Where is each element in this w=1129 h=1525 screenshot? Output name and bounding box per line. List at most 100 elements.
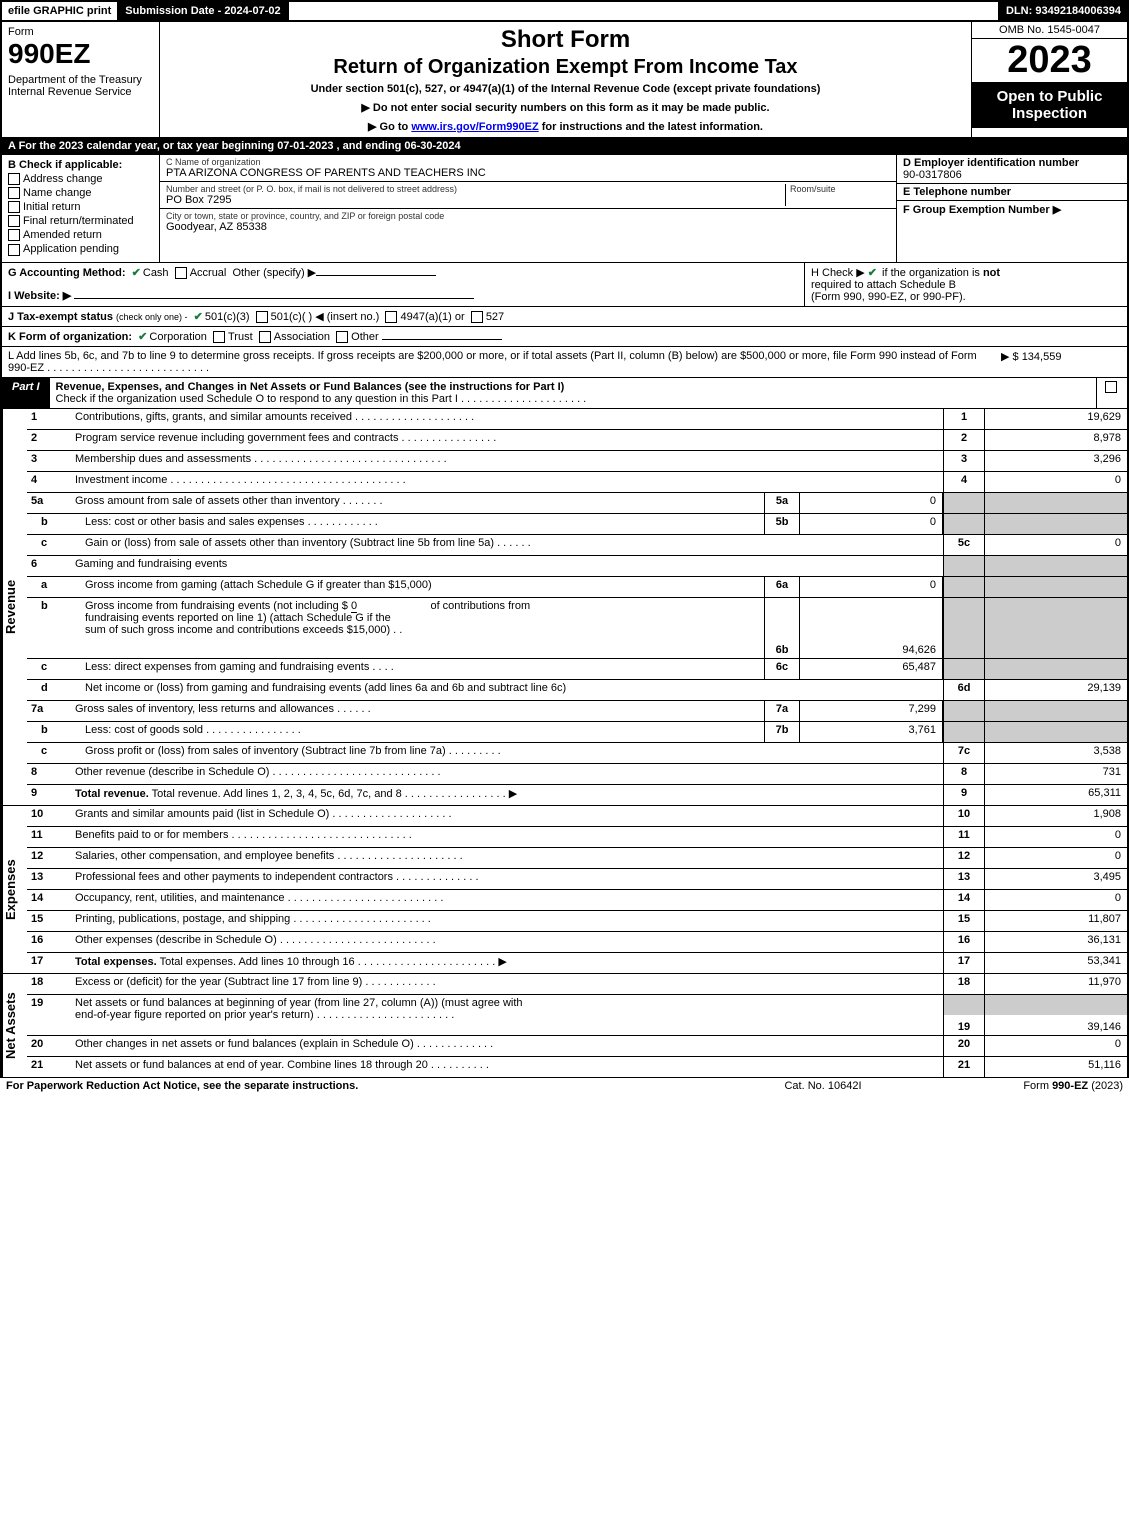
- line-desc: Program service revenue including govern…: [71, 430, 943, 450]
- checkbox-icon[interactable]: [8, 215, 20, 227]
- checkbox-icon[interactable]: [256, 311, 268, 323]
- line-rval: 0: [984, 472, 1127, 492]
- expenses-side-label: Expenses: [2, 806, 27, 973]
- line-num: 1: [27, 409, 71, 429]
- line-num: 14: [27, 890, 71, 910]
- f-group: F Group Exemption Number ▶: [897, 201, 1127, 262]
- d-ein: D Employer identification number 90-0317…: [897, 155, 1127, 184]
- b-opt-name: Name change: [8, 187, 153, 199]
- line-rnum: 9: [943, 785, 984, 805]
- b-opt-initial: Initial return: [8, 201, 153, 213]
- irs-link[interactable]: www.irs.gov/Form990EZ: [411, 121, 538, 133]
- line-desc: Investment income . . . . . . . . . . . …: [71, 472, 943, 492]
- checkbox-icon[interactable]: [213, 331, 225, 343]
- f-label: F Group Exemption Number ▶: [903, 203, 1121, 216]
- line-desc: Excess or (deficit) for the year (Subtra…: [71, 974, 943, 994]
- line-num: 9: [27, 785, 71, 805]
- mini-val: 3,761: [800, 722, 943, 742]
- line-num: b: [27, 514, 81, 534]
- line-desc: Gross sales of inventory, less returns a…: [71, 701, 764, 721]
- line-rnum: 10: [943, 806, 984, 826]
- line-5a: 5a Gross amount from sale of assets othe…: [27, 493, 1127, 514]
- line-desc: Contributions, gifts, grants, and simila…: [71, 409, 943, 429]
- subtitle: Under section 501(c), 527, or 4947(a)(1)…: [170, 83, 961, 95]
- checkbox-icon[interactable]: [471, 311, 483, 323]
- checkbox-icon[interactable]: [8, 229, 20, 241]
- netassets-body: 18 Excess or (deficit) for the year (Sub…: [27, 974, 1127, 1077]
- section-bcdef: B Check if applicable: Address change Na…: [0, 155, 1129, 263]
- form-number: 990EZ: [8, 38, 153, 70]
- grey-cell: [943, 722, 984, 742]
- line-rnum: 19: [943, 995, 984, 1035]
- line-desc: Net income or (loss) from gaming and fun…: [81, 680, 943, 700]
- checkbox-icon[interactable]: [8, 244, 20, 256]
- checkbox-icon[interactable]: [259, 331, 271, 343]
- note2-post: for instructions and the latest informat…: [539, 121, 763, 133]
- j-sub: (check only one) -: [116, 312, 188, 322]
- checkbox-icon[interactable]: [175, 267, 187, 279]
- row-k: K Form of organization: Corporation Trus…: [0, 327, 1129, 347]
- c-name-label: C Name of organization: [166, 157, 890, 167]
- column-c: C Name of organization PTA ARIZONA CONGR…: [160, 155, 896, 262]
- line-18: 18 Excess or (deficit) for the year (Sub…: [27, 974, 1127, 995]
- b-opt-label: Name change: [23, 187, 92, 199]
- org-street: PO Box 7295: [166, 194, 785, 206]
- grey-cell: [943, 556, 984, 576]
- line-num: 10: [27, 806, 71, 826]
- check-icon: [132, 267, 143, 279]
- line-desc: Other changes in net assets or fund bala…: [71, 1036, 943, 1056]
- checkbox-icon[interactable]: [8, 201, 20, 213]
- line-rval: 39,146: [984, 995, 1127, 1035]
- b-opt-label: Amended return: [23, 229, 102, 241]
- checkbox-icon[interactable]: [8, 187, 20, 199]
- j-o1: 501(c)(3): [205, 311, 250, 323]
- mini-val: 0: [800, 514, 943, 534]
- mini-num: 6a: [764, 577, 800, 597]
- line-6a: a Gross income from gaming (attach Sched…: [27, 577, 1127, 598]
- line-desc: Gross income from fundraising events (no…: [81, 598, 764, 658]
- line-num: 2: [27, 430, 71, 450]
- row-gh: G Accounting Method: Cash Accrual Other …: [0, 263, 1129, 307]
- c-name-row: C Name of organization PTA ARIZONA CONGR…: [160, 155, 896, 182]
- line-rnum: 20: [943, 1036, 984, 1056]
- mini-val: 65,487: [800, 659, 943, 679]
- line-num: 15: [27, 911, 71, 931]
- b-opt-final: Final return/terminated: [8, 215, 153, 227]
- checkbox-icon[interactable]: [385, 311, 397, 323]
- line-rnum: 14: [943, 890, 984, 910]
- b-opt-address: Address change: [8, 173, 153, 185]
- grey-cell: [984, 598, 1127, 658]
- line-21: 21 Net assets or fund balances at end of…: [27, 1057, 1127, 1077]
- k-o1: Corporation: [149, 331, 206, 343]
- k-o3: Association: [274, 331, 330, 343]
- c-room-label: Room/suite: [790, 184, 890, 194]
- line-rval: 731: [984, 764, 1127, 784]
- line-rval: 0: [984, 1036, 1127, 1056]
- line-num: a: [27, 577, 81, 597]
- line-11: 11 Benefits paid to or for members . . .…: [27, 827, 1127, 848]
- column-def: D Employer identification number 90-0317…: [896, 155, 1127, 262]
- line-num: c: [27, 743, 81, 763]
- website-line[interactable]: [74, 298, 474, 299]
- c-city-row: City or town, state or province, country…: [160, 209, 896, 262]
- checkbox-icon[interactable]: [336, 331, 348, 343]
- b-opt-pending: Application pending: [8, 243, 153, 255]
- k-o4: Other: [351, 331, 379, 343]
- part1-checkbox[interactable]: [1096, 378, 1127, 408]
- grey-cell: [943, 493, 984, 513]
- line-num: 18: [27, 974, 71, 994]
- line-desc: Less: direct expenses from gaming and fu…: [81, 659, 764, 679]
- g-accrual: Accrual: [190, 267, 227, 279]
- line-num: 3: [27, 451, 71, 471]
- k-other-line[interactable]: [382, 339, 502, 340]
- checkbox-icon[interactable]: [8, 173, 20, 185]
- line-num: b: [27, 598, 81, 658]
- line-desc: Benefits paid to or for members . . . . …: [71, 827, 943, 847]
- mini-num: 5b: [764, 514, 800, 534]
- l-amount: ▶ $ 134,559: [1001, 350, 1121, 374]
- part1-label: Part I: [2, 378, 50, 408]
- g-other-line[interactable]: [316, 275, 436, 276]
- revenue-body: 1 Contributions, gifts, grants, and simi…: [27, 409, 1127, 805]
- dln-label: DLN: 93492184006394: [1000, 2, 1127, 20]
- g-label: G Accounting Method:: [8, 267, 126, 279]
